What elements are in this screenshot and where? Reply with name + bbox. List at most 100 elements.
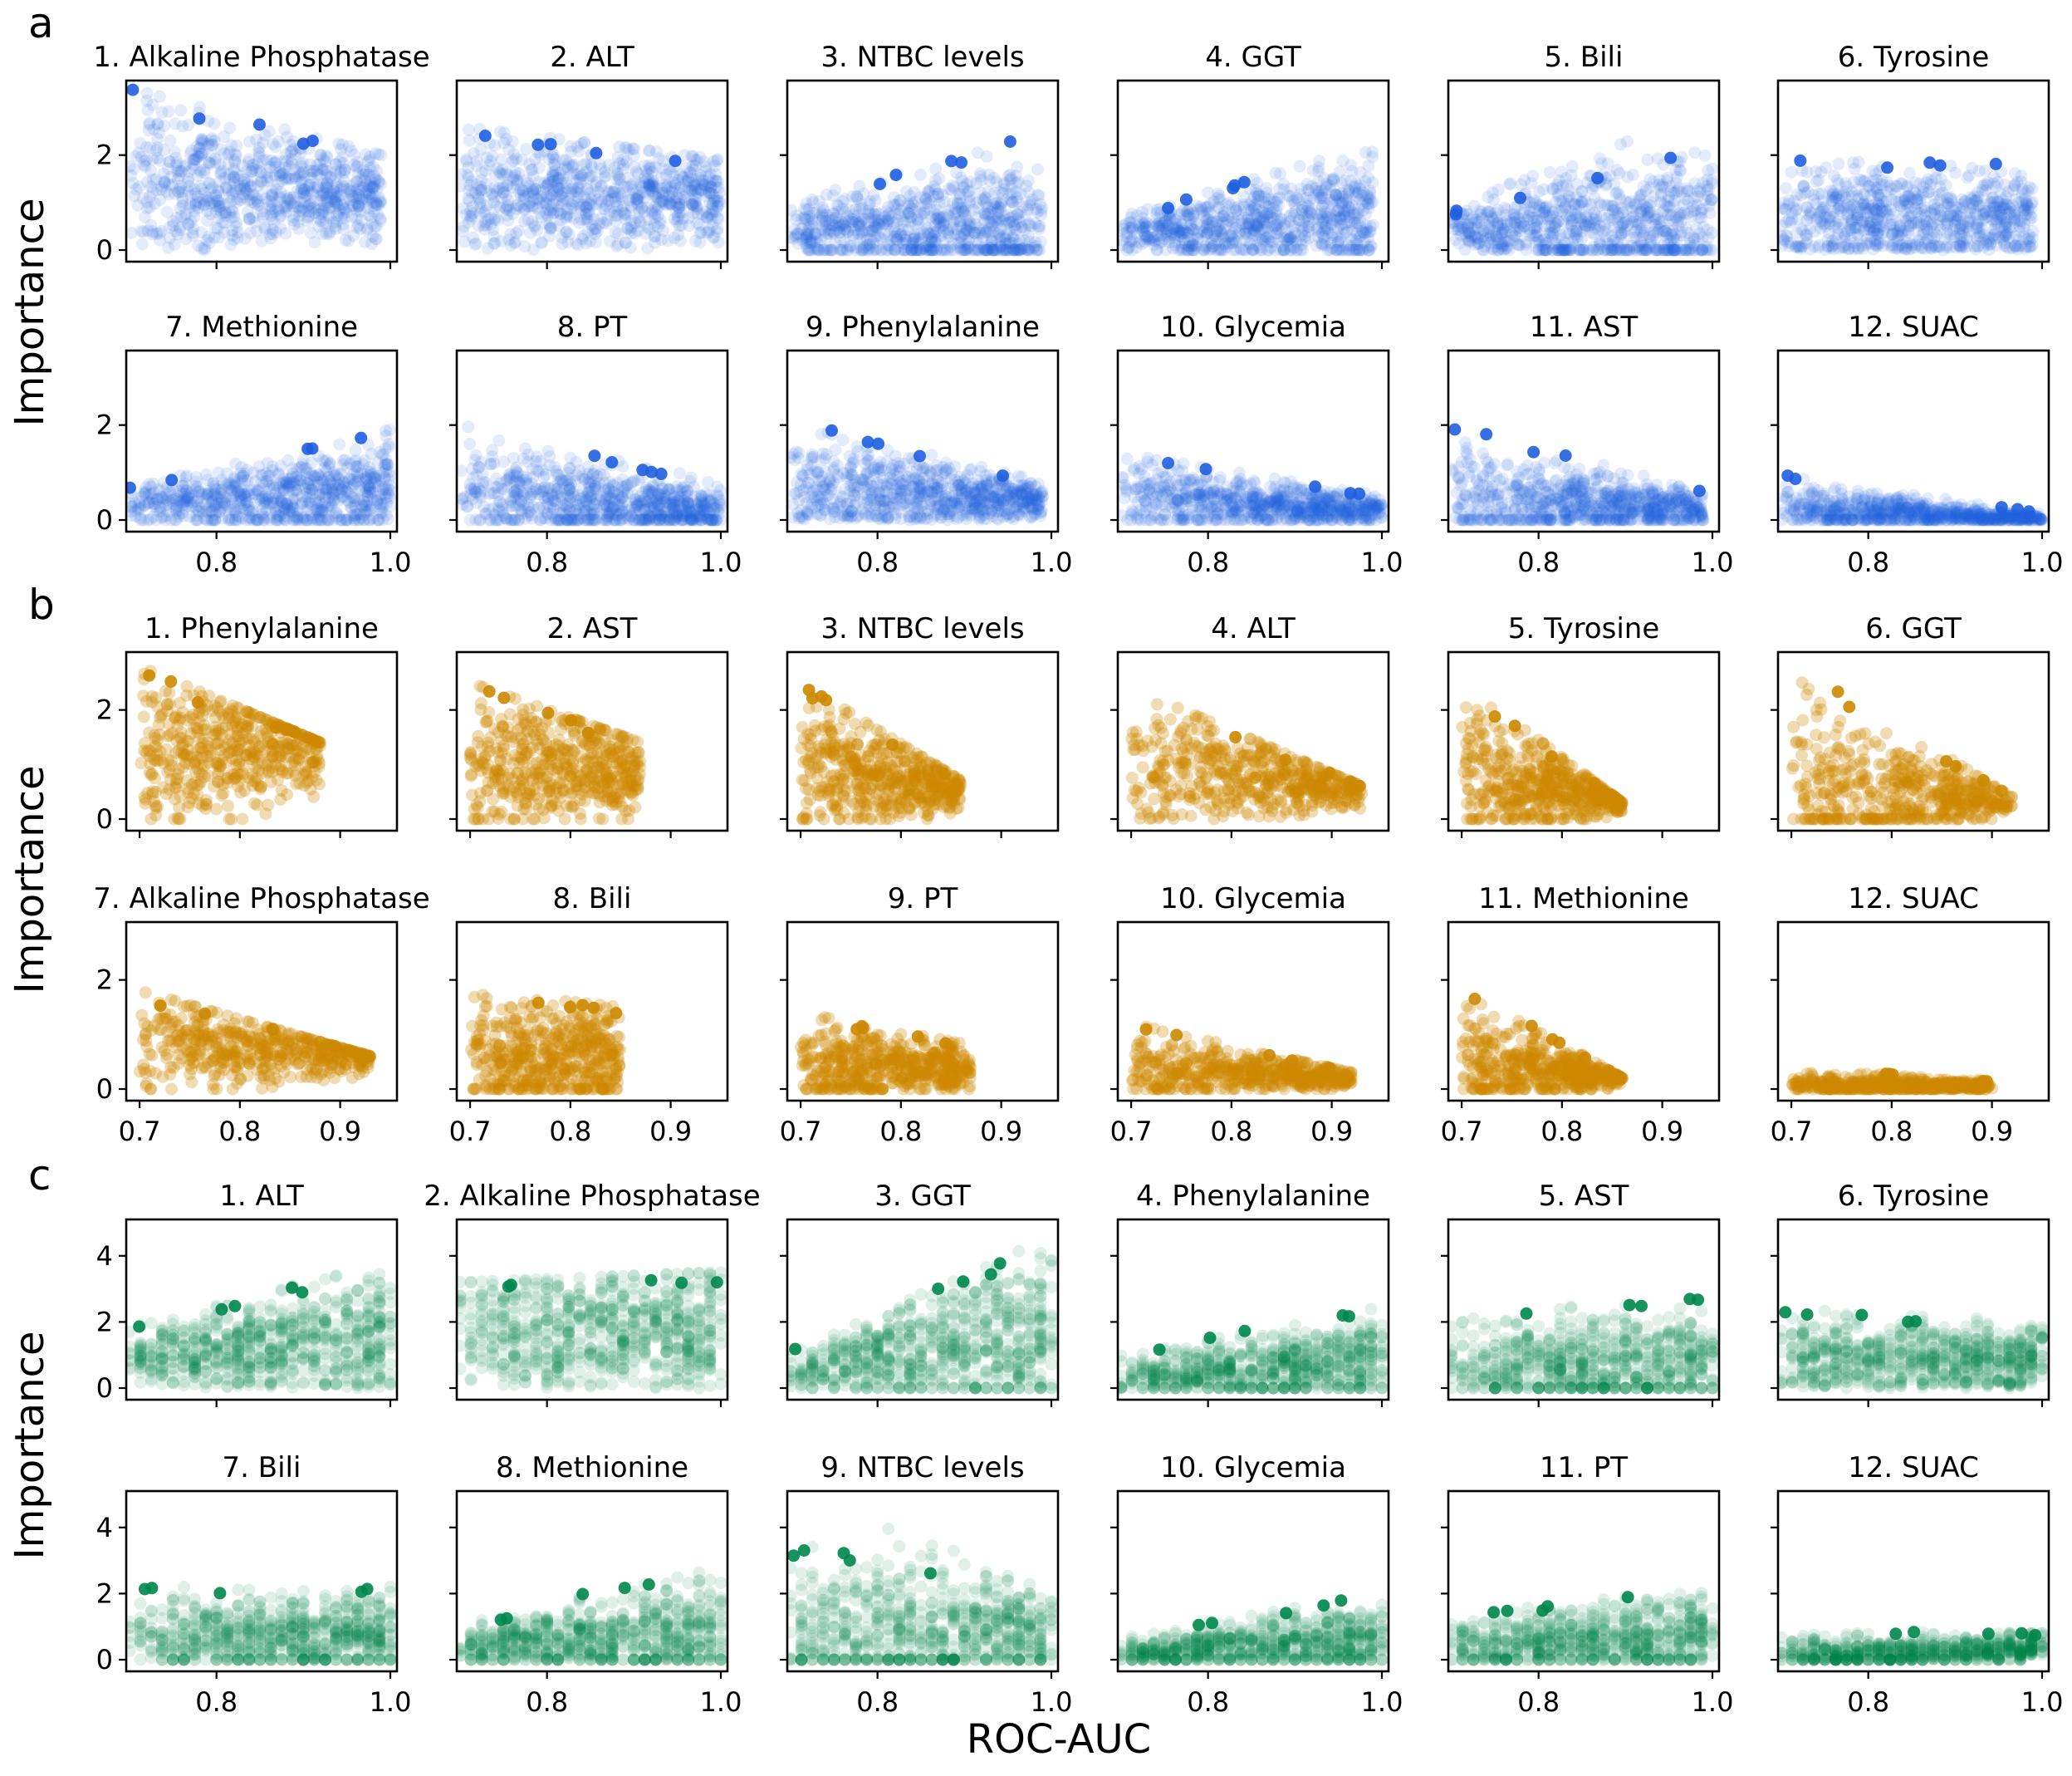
scatter-point xyxy=(1628,243,1640,257)
scatter-point xyxy=(1312,184,1325,198)
scatter-point xyxy=(904,211,917,224)
scatter-point xyxy=(1012,175,1025,189)
scatter-point xyxy=(282,172,296,185)
scatter-point xyxy=(351,167,365,180)
scatter-point xyxy=(1218,238,1231,251)
scatter-point xyxy=(1008,218,1021,232)
scatter-point xyxy=(329,219,342,233)
scatter-point xyxy=(1255,243,1268,257)
scatter-point xyxy=(648,207,661,220)
scatter-point xyxy=(1490,230,1503,243)
scatter-point xyxy=(1679,243,1692,257)
scatter-point xyxy=(369,220,381,233)
scatter-point xyxy=(188,153,201,165)
scatter-point xyxy=(536,185,550,199)
scatter-point xyxy=(617,180,630,194)
scatter-point xyxy=(1323,179,1336,192)
scatter-point xyxy=(138,155,151,168)
scatter-point xyxy=(953,192,967,204)
scatter-point xyxy=(1200,222,1213,235)
scatter-point xyxy=(971,243,984,257)
panel-letter-a: a xyxy=(28,0,54,47)
scatter-point xyxy=(517,204,531,216)
scatter-point xyxy=(630,189,644,203)
scatter-point xyxy=(685,150,698,163)
scatter-point xyxy=(1310,208,1324,220)
scatter-point xyxy=(657,155,670,168)
scatter-point xyxy=(267,223,280,237)
scatter-point xyxy=(1288,198,1301,211)
scatter-point xyxy=(590,175,603,189)
scatter-point xyxy=(670,191,683,204)
scatter-point xyxy=(473,219,485,233)
scatter-point xyxy=(1003,135,1016,148)
scatter-point xyxy=(1564,204,1577,218)
scatter-point xyxy=(657,197,670,210)
scatter-point xyxy=(467,231,479,244)
scatter-point xyxy=(931,209,944,222)
scatter-point xyxy=(1588,206,1601,219)
scatter-point xyxy=(1118,222,1130,235)
scatter-point xyxy=(295,183,308,195)
scatter-point xyxy=(1247,243,1260,257)
scatter-point xyxy=(1667,218,1680,232)
scatter-point xyxy=(861,224,874,238)
scatter-point xyxy=(574,176,587,189)
scatter-point xyxy=(1315,191,1329,204)
scatter-point xyxy=(1633,218,1645,230)
scatter-point xyxy=(314,214,327,228)
scatter-point xyxy=(1624,194,1637,208)
scatter-point xyxy=(788,223,801,236)
scatter-point xyxy=(551,204,565,218)
scatter-point xyxy=(1851,228,1864,242)
scatter-point xyxy=(246,188,259,201)
scatter-point xyxy=(675,218,688,232)
scatter-point xyxy=(651,191,664,204)
scatter-point xyxy=(512,224,525,238)
scatter-point xyxy=(1305,203,1318,216)
scatter-point xyxy=(155,179,169,193)
scatter-point xyxy=(806,214,820,228)
scatter-point xyxy=(711,200,723,213)
scatter-point xyxy=(1528,194,1541,208)
scatter-point xyxy=(1319,205,1332,218)
scatter-point xyxy=(331,185,343,199)
scatter-point xyxy=(960,243,973,257)
scatter-point xyxy=(174,179,188,193)
scatter-point xyxy=(1339,227,1352,240)
scatter-point xyxy=(1693,227,1707,240)
scatter-point xyxy=(343,200,355,213)
scatter-point xyxy=(712,213,725,226)
scatter-point xyxy=(1618,226,1630,238)
scatter-point xyxy=(199,194,213,208)
scatter-point xyxy=(354,223,367,235)
scatter-point xyxy=(1008,243,1021,256)
scatter-point xyxy=(1340,196,1353,209)
scatter-point xyxy=(1118,238,1129,252)
scatter-point xyxy=(1286,234,1299,248)
scatter-point xyxy=(539,207,552,220)
scatter-point xyxy=(693,218,707,232)
scatter-point xyxy=(844,239,857,253)
scatter-point xyxy=(1477,243,1490,257)
scatter-point xyxy=(987,243,1001,257)
scatter-point xyxy=(1248,207,1261,220)
scatter-point xyxy=(214,143,228,156)
scatter-point xyxy=(1601,199,1614,212)
scatter-point xyxy=(1332,235,1345,248)
scatter-point xyxy=(1601,157,1614,170)
scatter-point xyxy=(977,241,991,254)
scatter-point xyxy=(1696,243,1709,256)
plot-frame xyxy=(455,79,729,263)
scatter-point xyxy=(1482,205,1495,218)
scatter-point xyxy=(157,143,170,156)
scatter-point xyxy=(1246,243,1259,256)
scatter-point xyxy=(1595,157,1609,170)
scatter-point xyxy=(1290,235,1303,248)
scatter-point xyxy=(510,152,522,165)
scatter-point xyxy=(1457,217,1471,230)
scatter-point xyxy=(1210,214,1223,228)
scatter-point xyxy=(289,172,302,185)
scatter-point xyxy=(1355,243,1369,257)
scatter-point xyxy=(694,174,708,187)
